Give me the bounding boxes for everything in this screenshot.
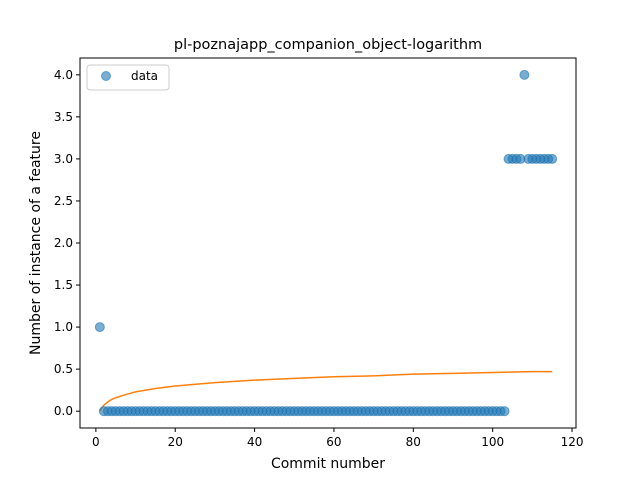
x-tick-label: 120 — [561, 435, 584, 449]
legend-marker-data — [101, 71, 111, 81]
data-point — [519, 69, 530, 80]
y-tick-label: 0.0 — [54, 404, 73, 418]
y-axis: 0.0 0.5 1.0 1.5 2.0 2.5 3.0 3.5 4.0 — [54, 68, 80, 418]
x-tick-label: 60 — [326, 435, 341, 449]
chart-title: pl-poznajapp_companion_object-logarithm — [174, 37, 482, 53]
y-tick-label: 0.5 — [54, 362, 73, 376]
y-tick-label: 1.0 — [54, 320, 73, 334]
plot-area — [94, 69, 558, 417]
y-tick-label: 4.0 — [54, 68, 73, 82]
x-tick-label: 20 — [168, 435, 183, 449]
x-tick-label: 0 — [92, 435, 100, 449]
x-tick-label: 100 — [481, 435, 504, 449]
y-tick-label: 3.0 — [54, 152, 73, 166]
x-tick-label: 40 — [247, 435, 262, 449]
legend: data — [86, 64, 170, 91]
legend-label-data: data — [131, 69, 158, 83]
x-axis-label: Commit number — [271, 456, 385, 472]
y-tick-label: 3.5 — [54, 110, 73, 124]
y-tick-label: 1.5 — [54, 278, 73, 292]
y-tick-label: 2.5 — [54, 194, 73, 208]
data-point — [94, 322, 105, 333]
y-axis-label: Number of instance of a feature — [28, 131, 44, 355]
x-axis: 0 20 40 60 80 100 120 — [92, 428, 583, 449]
data-point — [499, 406, 510, 417]
fit-line — [99, 370, 553, 412]
y-tick-label: 2.0 — [54, 236, 73, 250]
data-point — [547, 153, 558, 164]
x-tick-label: 80 — [406, 435, 421, 449]
